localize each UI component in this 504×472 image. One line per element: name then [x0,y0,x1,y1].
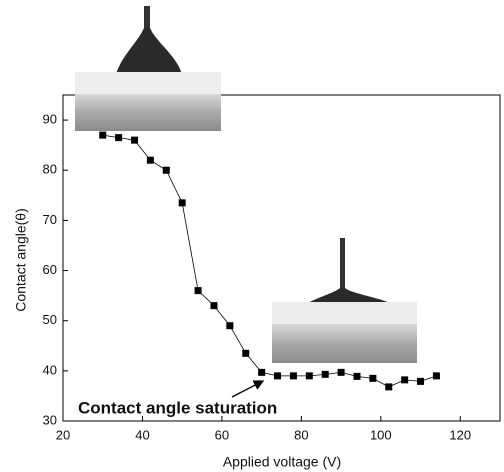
y-tick-label: 70 [43,212,57,227]
data-point [369,374,377,382]
data-point [289,372,297,380]
y-axis-label: Contact angle(θ) [13,208,29,312]
annotation-arrow [231,380,265,398]
data-point [385,383,393,391]
x-tick-label: 60 [215,427,229,442]
x-tick-label: 120 [449,427,471,442]
x-axis-label: Applied voltage (V) [223,454,341,470]
data-point [210,302,218,310]
x-tick-label: 100 [370,427,392,442]
x-tick-label: 40 [135,427,149,442]
x-tick-label: 80 [294,427,308,442]
data-point [401,376,409,384]
data-point [178,199,186,207]
data-point [131,136,139,144]
y-tick-label: 30 [43,412,57,427]
y-tick-label: 60 [43,262,57,277]
data-point [305,372,313,380]
data-point [321,370,329,378]
data-line [102,134,437,388]
data-point [432,372,440,380]
data-point [115,134,123,142]
data-point [99,131,107,139]
y-tick-label: 50 [43,312,57,327]
annotation: Contact angle saturation [78,398,277,417]
data-point [417,377,425,385]
data-point [226,322,234,330]
data-point [146,156,154,164]
plot-frame [62,94,501,422]
data-point [194,287,202,295]
droplet-photo [75,0,221,131]
data-point [337,368,345,376]
x-tick-label: 20 [56,427,70,442]
y-tick-label: 40 [43,362,57,377]
data-point [242,349,250,357]
data-point [162,166,170,174]
data-point [258,368,266,376]
droplet-photo [272,238,417,363]
data-point [274,372,282,380]
y-tick-label: 90 [43,112,57,127]
y-tick-label: 80 [43,162,57,177]
data-point [353,372,361,380]
